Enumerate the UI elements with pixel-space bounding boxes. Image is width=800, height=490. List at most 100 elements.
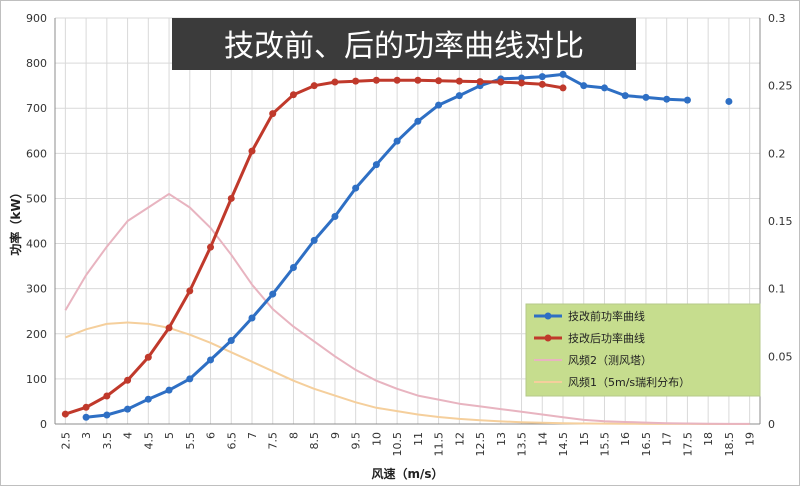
data-point (61, 410, 69, 418)
x-tick-label: 19 (744, 432, 757, 446)
data-point (455, 92, 463, 100)
data-point (269, 110, 277, 118)
data-point (580, 82, 588, 90)
series-2 (61, 76, 567, 418)
data-point (559, 70, 567, 78)
data-point (248, 147, 256, 155)
legend-label: 技改后功率曲线 (568, 331, 645, 345)
x-tick-label: 10 (370, 432, 383, 446)
data-point (82, 413, 90, 421)
data-point (518, 79, 526, 87)
legend-background (525, 303, 761, 397)
data-point (144, 353, 152, 361)
chart-title: 技改前、后的功率曲线对比 (224, 29, 584, 64)
data-point (352, 184, 360, 192)
data-point (621, 92, 629, 100)
x-axis-title: 风速（m/s） (371, 466, 443, 481)
x-tick-label: 4.5 (142, 432, 155, 450)
data-point (289, 263, 297, 271)
x-tick-label: 16.5 (640, 432, 653, 457)
x-tick-label: 7 (246, 432, 259, 439)
data-point (331, 212, 339, 220)
x-tick-label: 18.5 (723, 432, 736, 457)
data-point (82, 403, 90, 411)
data-point (103, 392, 111, 400)
x-tick-label: 9 (329, 432, 342, 439)
data-point (559, 84, 567, 92)
legend-swatch-marker (544, 312, 552, 320)
x-tick-label: 3.5 (101, 432, 114, 450)
y2-tick-label: 0.3 (768, 12, 786, 25)
series-3 (64, 192, 750, 425)
x-tick-label: 11 (412, 432, 425, 446)
data-point (310, 82, 318, 90)
y-tick-label: 0 (40, 418, 47, 431)
series-line (85, 72, 688, 419)
y2-tick-label: 0.1 (768, 283, 786, 296)
y2-tick-label: 0 (768, 418, 775, 431)
y-tick-label: 300 (26, 283, 47, 296)
data-point (435, 101, 443, 109)
y-tick-label: 800 (26, 57, 47, 70)
x-tick-label: 17.5 (681, 432, 694, 457)
x-tick-label: 5.5 (184, 432, 197, 450)
x-tick-label: 15.5 (598, 432, 611, 457)
x-tick-label: 14.5 (557, 432, 570, 457)
series-line (65, 321, 750, 425)
legend-label: 技改前功率曲线 (568, 309, 645, 323)
x-tick-label: 13.5 (516, 432, 529, 457)
data-point (186, 375, 194, 383)
data-point (186, 287, 194, 295)
y-tick-label: 200 (26, 328, 47, 341)
data-point (538, 80, 546, 88)
data-point (393, 76, 401, 84)
x-tick-label: 7.5 (267, 432, 280, 450)
data-point (393, 137, 401, 145)
legend-label: 风频2（测风塔） (568, 353, 652, 367)
x-tick-label: 15 (578, 432, 591, 446)
data-point (518, 74, 526, 82)
legend-label: 风频1（5m/s瑞利分布） (568, 375, 690, 389)
x-tick-label: 8.5 (308, 432, 321, 450)
x-tick-label: 14 (536, 432, 549, 446)
data-point (165, 324, 173, 332)
data-point (227, 337, 235, 345)
data-point (476, 78, 484, 86)
x-tick-label: 11.5 (433, 432, 446, 457)
y-tick-label: 500 (26, 192, 47, 205)
series-line (64, 192, 750, 425)
series-4 (65, 321, 750, 425)
data-point (600, 84, 608, 92)
x-tick-label: 16 (619, 432, 632, 446)
data-point (725, 97, 733, 105)
x-tick-label: 5 (163, 432, 176, 439)
y2-tick-label: 0.25 (768, 80, 793, 93)
y-tick-label: 400 (26, 238, 47, 251)
chart-title-box: 技改前、后的功率曲线对比 (172, 18, 636, 70)
data-point (497, 78, 505, 86)
y-tick-label: 700 (26, 102, 47, 115)
legend-swatch-marker (544, 334, 552, 342)
data-point (124, 405, 132, 413)
y-tick-label: 900 (26, 12, 47, 25)
data-point (103, 411, 111, 419)
data-point (227, 194, 235, 202)
x-tick-label: 12.5 (474, 432, 487, 457)
y2-tick-label: 0.05 (768, 350, 793, 363)
x-tick-label: 18 (702, 432, 715, 446)
data-point (642, 93, 650, 101)
x-tick-label: 6 (205, 432, 218, 439)
data-point (683, 96, 691, 104)
data-point (207, 356, 215, 364)
data-point (289, 91, 297, 99)
data-point (414, 76, 422, 84)
data-point (372, 76, 380, 84)
data-point (207, 243, 215, 251)
data-point (538, 73, 546, 81)
y-tick-label: 600 (26, 147, 47, 160)
data-point (663, 95, 671, 103)
